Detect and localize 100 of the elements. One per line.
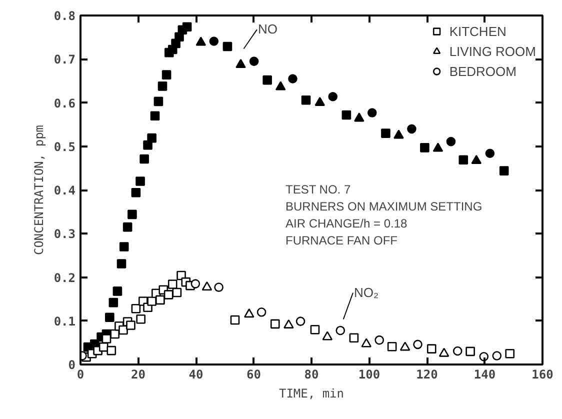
point [328,92,338,102]
x-tick-label: 120 [416,368,438,382]
point [105,312,114,322]
point [499,166,509,176]
point [310,324,320,334]
legend-label: BEDROOM [449,64,516,78]
point [131,304,141,314]
x-tick-label: 80 [304,368,319,382]
point [150,111,160,120]
y-tick-label: 0.7 [54,52,76,67]
point [136,176,145,186]
point [322,331,333,340]
point [256,308,266,317]
point [222,42,232,52]
point [485,148,495,158]
point [116,259,126,268]
point [438,348,450,357]
annotation: TEST NO. 7 [286,182,351,196]
point [168,280,178,289]
y-tick-label: 0.4 [54,184,76,198]
point [162,70,172,80]
point [154,96,164,106]
point [275,81,286,90]
point [432,142,444,152]
point [190,279,200,288]
point [400,342,410,351]
x-tick-label: 100 [358,368,380,382]
annotation: AIR CHANGE/h = 0.18 [286,216,408,230]
point [214,282,224,292]
point [156,295,165,305]
point [128,210,137,220]
point [361,338,372,348]
point [202,281,212,291]
annotation: NO [258,22,278,37]
point [446,136,456,146]
point [420,143,430,152]
point [296,316,306,326]
y-tick-label: 0.1 [54,314,76,328]
point [147,296,156,306]
point [314,96,326,106]
point [244,308,254,318]
point [492,351,502,360]
y-tick-label: 0.2 [54,270,76,285]
point [209,36,219,46]
y-tick-label: 0.6 [54,96,76,110]
y-tick-label: 0 [68,358,76,372]
point [131,188,141,198]
point [262,75,272,85]
y-tick-label: 0.8 [54,9,76,23]
point [112,286,122,296]
point [426,344,436,354]
point [136,314,146,324]
x-tick-label: 0 [76,368,84,382]
point [236,58,246,68]
point [505,348,515,358]
point [471,154,482,164]
point [458,155,468,165]
point [374,335,384,345]
point [407,124,416,134]
x-tick-label: 20 [131,368,146,382]
point [270,319,280,329]
annotation: NO₂ [354,284,379,300]
point [196,36,206,46]
point [367,108,377,118]
x-tick-label: 60 [246,368,261,382]
y-axis-title: CONCENTRATION, ppm [32,124,46,256]
point [119,242,129,252]
y-tick-label: 0.3 [54,227,76,242]
x-tick-label: 160 [532,368,554,382]
point [230,315,240,325]
point [106,346,116,356]
point [394,130,404,139]
point [158,82,168,91]
point [102,334,112,344]
annotation: FURNACE FAN OFF [286,234,398,248]
x-tick-label: 140 [474,368,496,382]
point [381,128,390,138]
legend-label: LIVING ROOM [449,44,536,58]
point [349,333,359,343]
point [126,320,136,330]
point [172,288,182,298]
point [249,56,259,66]
legend-label: KITCHEN [449,24,506,38]
x-axis-title: TIME, min [278,386,344,400]
point [354,112,364,122]
point [108,298,118,308]
point [466,346,475,356]
point [182,22,192,32]
point [140,154,149,164]
point [284,319,294,328]
point [288,74,298,84]
point [342,110,352,120]
x-tick-label: 40 [188,368,204,382]
point [413,340,422,350]
point [336,326,346,336]
annotation: BURNERS ON MAXIMUM SETTING [286,200,482,214]
point [147,133,156,143]
point [164,290,174,300]
y-tick-label: 0.5 [54,140,76,154]
point [122,222,132,232]
